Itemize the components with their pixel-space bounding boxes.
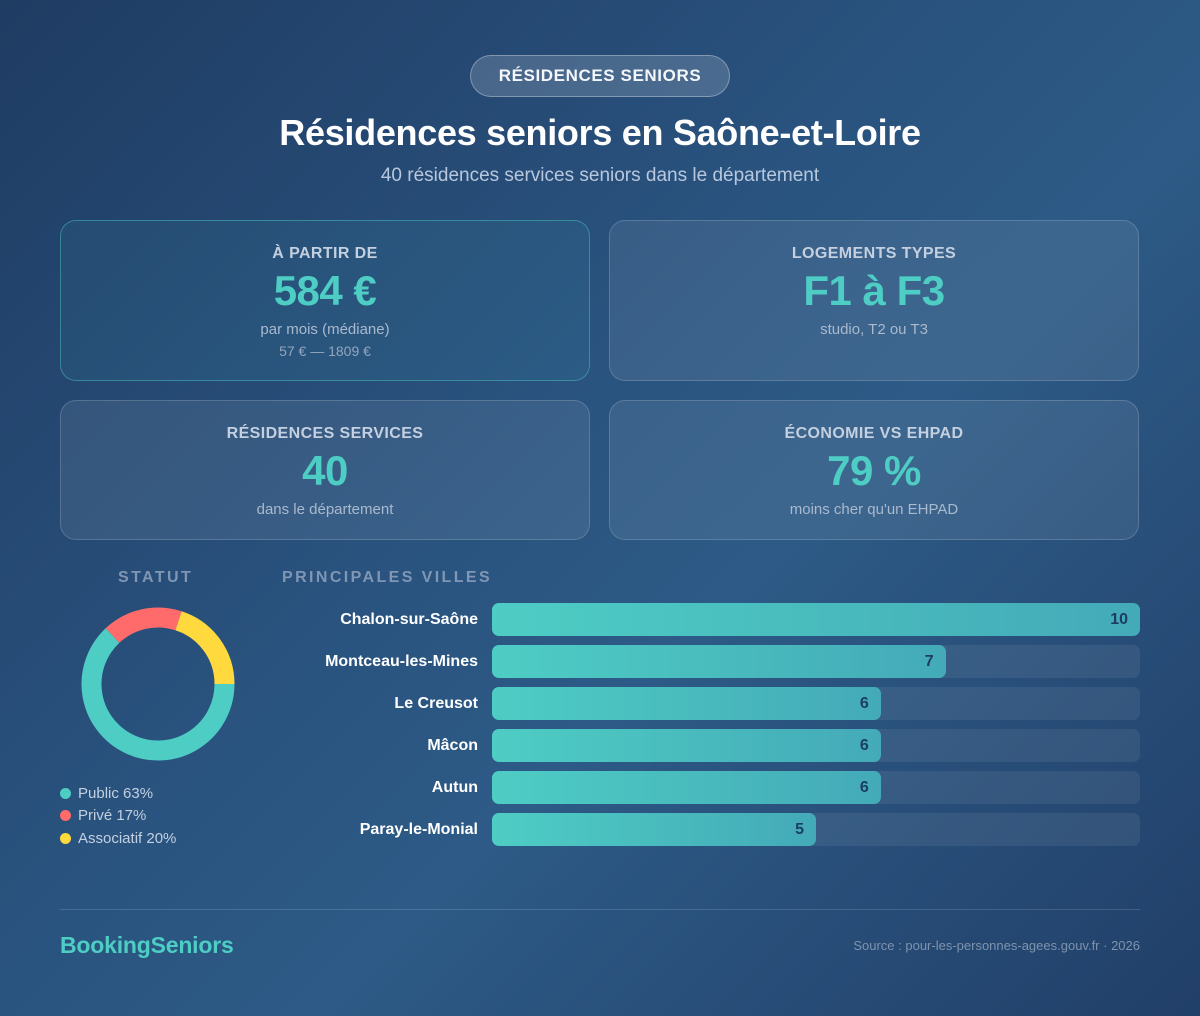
bar-row: Mâcon 6 (282, 729, 1140, 762)
bar-row: Le Creusot 6 (282, 687, 1140, 720)
stat-card-savings: ÉCONOMIE VS EHPAD 79 % moins cher qu'un … (609, 400, 1139, 540)
footer-divider (60, 909, 1140, 910)
statut-legend: Public 63% Privé 17% Associatif 20% (60, 782, 176, 850)
villes-bar-chart: Chalon-sur-Saône 10 Montceau-les-Mines 7… (282, 603, 1140, 855)
legend-item-public: Public 63% (60, 782, 176, 805)
stat-card-count: RÉSIDENCES SERVICES 40 dans le départeme… (60, 400, 590, 540)
bar-fill: 5 (492, 813, 816, 846)
stat-sub: par mois (médiane) (260, 321, 390, 338)
bar-fill: 10 (492, 603, 1140, 636)
source-text: Source : pour-les-personnes-agees.gouv.f… (853, 938, 1140, 953)
stat-value: F1 à F3 (803, 267, 945, 314)
stat-value: 40 (302, 447, 348, 494)
page-subtitle: 40 résidences services seniors dans le d… (380, 165, 820, 186)
brand-logo[interactable]: BookingSeniors (60, 932, 234, 958)
stat-label: ÉCONOMIE VS EHPAD (784, 425, 964, 442)
legend-item-prive: Privé 17% (60, 805, 176, 828)
legend-label: Associatif 20% (78, 829, 177, 847)
stat-sub: moins cher qu'un EHPAD (789, 501, 959, 518)
bar-row: Paray-le-Monial 5 (282, 813, 1140, 846)
bar-fill: 6 (492, 771, 881, 804)
infographic: RÉSIDENCES SENIORS Résidences seniors en… (60, 0, 1140, 1016)
stat-value: 584 € (273, 267, 377, 314)
bar-row: Chalon-sur-Saône 10 (282, 603, 1140, 636)
bar-city-label: Paray-le-Monial (359, 820, 478, 838)
stat-sub: studio, T2 ou T3 (820, 321, 928, 338)
legend-dot-icon (60, 787, 71, 799)
bar-track: 5 (492, 813, 1140, 846)
stat-value: 79 % (827, 447, 921, 494)
legend-item-associatif: Associatif 20% (60, 827, 176, 850)
villes-title: PRINCIPALES VILLES (282, 569, 493, 586)
statut-donut-chart (81, 607, 235, 761)
bar-row: Autun 6 (282, 771, 1140, 804)
legend-dot-icon (60, 832, 71, 844)
stat-label: À PARTIR DE (272, 245, 378, 262)
stat-label: LOGEMENTS TYPES (791, 245, 957, 262)
category-badge: RÉSIDENCES SENIORS (470, 55, 730, 97)
stat-range: 57 € — 1809 € (279, 343, 371, 359)
stat-label: RÉSIDENCES SERVICES (226, 425, 424, 442)
bar-track: 6 (492, 771, 1140, 804)
legend-label: Privé 17% (78, 807, 147, 825)
stat-sub: dans le département (256, 501, 394, 518)
bar-fill: 6 (492, 729, 881, 762)
donut-segment-privé (105, 607, 182, 644)
bar-fill: 7 (492, 645, 946, 678)
bar-city-label: Chalon-sur-Saône (340, 610, 478, 628)
bar-track: 6 (492, 729, 1140, 762)
legend-label: Public 63% (78, 784, 154, 802)
donut-segment-public (81, 628, 235, 761)
legend-dot-icon (60, 810, 71, 822)
bar-fill: 6 (492, 687, 881, 720)
statut-title: STATUT (118, 569, 194, 586)
page-title: Résidences seniors en Saône-et-Loire (279, 112, 921, 153)
stat-card-price: À PARTIR DE 584 € par mois (médiane) 57 … (60, 220, 590, 381)
bar-city-label: Montceau-les-Mines (325, 652, 478, 670)
bar-track: 7 (492, 645, 1140, 678)
bar-row: Montceau-les-Mines 7 (282, 645, 1140, 678)
donut-segment-associatif (175, 611, 235, 685)
stat-card-housing: LOGEMENTS TYPES F1 à F3 studio, T2 ou T3 (609, 220, 1139, 381)
bar-city-label: Autun (431, 778, 478, 796)
bar-city-label: Mâcon (427, 736, 478, 754)
bar-city-label: Le Creusot (394, 694, 478, 712)
bar-track: 6 (492, 687, 1140, 720)
bar-track: 10 (492, 603, 1140, 636)
